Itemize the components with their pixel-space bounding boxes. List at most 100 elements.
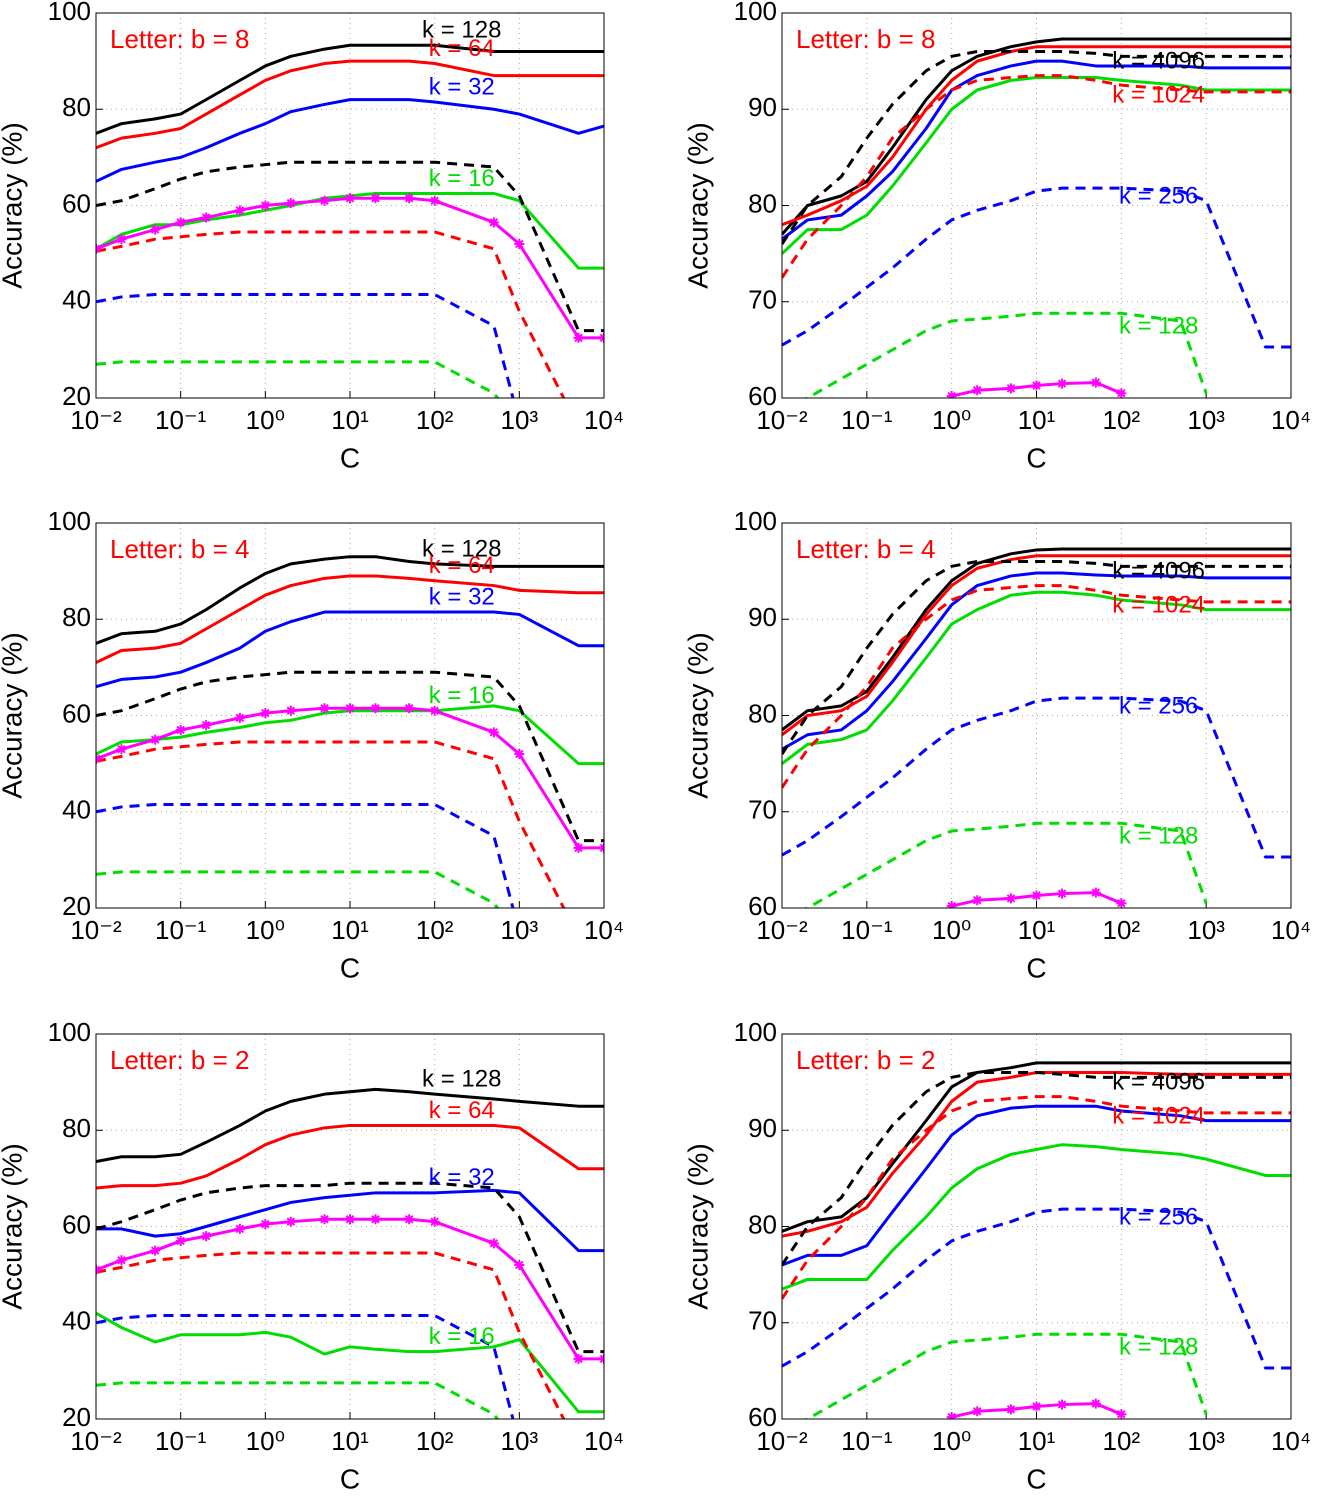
- annotation: Letter: b = 4: [110, 534, 249, 564]
- x-tick-label: 10³: [501, 915, 539, 945]
- y-tick-label: 90: [748, 92, 777, 122]
- panel: 10⁻² 10⁻¹ 10⁰ 10¹ 10² 10³ 10⁴ 60 70 80 90 100 k = 40…: [682, 506, 1311, 984]
- marker: [370, 193, 381, 204]
- series-label: k = 4096: [1112, 48, 1205, 75]
- x-tick-label: 10⁴: [584, 915, 624, 945]
- marker: [234, 712, 245, 723]
- marker: [1031, 380, 1042, 391]
- x-axis-label: C: [1026, 1463, 1046, 1494]
- marker: [1116, 388, 1127, 398]
- x-axis-label: C: [340, 952, 360, 983]
- series-line: [96, 610, 604, 689]
- series-line: [96, 870, 500, 908]
- series-label: k = 16: [429, 1323, 495, 1350]
- plot-lines: [782, 1061, 1291, 1419]
- marker: [946, 1412, 957, 1419]
- marker: [319, 703, 330, 714]
- marker: [116, 1255, 127, 1266]
- panel: 10⁻² 10⁻¹ 10⁰ 10¹ 10² 10³ 10⁴ 20 40 60 80 100 k = 12…: [0, 1017, 624, 1495]
- plot-lines: [782, 37, 1291, 398]
- annotation: Letter: b = 4: [796, 534, 935, 564]
- x-tick-label: 10⁴: [584, 1426, 624, 1456]
- marker: [285, 705, 296, 716]
- series-line: [782, 584, 1291, 789]
- series-label: k = 128: [422, 535, 501, 562]
- marker: [116, 744, 127, 755]
- y-tick-label: 80: [62, 92, 91, 122]
- x-tick-label: 10³: [1187, 405, 1225, 435]
- marker: [1005, 1404, 1016, 1415]
- plot-lines: [782, 547, 1291, 908]
- marker: [175, 724, 186, 735]
- y-tick-label: 80: [62, 1113, 91, 1143]
- x-tick-label: 10⁰: [932, 915, 971, 945]
- marker: [1031, 1401, 1042, 1412]
- y-tick-label: 80: [62, 602, 91, 632]
- x-tick-label: 10⁻²: [70, 1426, 122, 1456]
- marker: [150, 1245, 161, 1256]
- x-tick-label: 10⁻¹: [155, 405, 207, 435]
- x-tick-label: 10⁰: [246, 915, 285, 945]
- series-label: k = 32: [429, 73, 495, 100]
- y-tick-label: 60: [62, 188, 91, 218]
- marker: [514, 239, 525, 249]
- y-axis-label: Accuracy (%): [0, 1143, 27, 1309]
- series-label: k = 128: [422, 17, 501, 44]
- series-label: k = 128: [422, 1066, 501, 1093]
- marker: [573, 332, 584, 343]
- x-tick-label: 10⁴: [584, 405, 624, 435]
- marker: [345, 1214, 355, 1225]
- marker: [1031, 890, 1042, 901]
- y-tick-label: 100: [48, 0, 91, 26]
- x-axis-label: C: [340, 442, 360, 473]
- marker: [319, 1214, 330, 1225]
- series-line: [803, 1332, 1208, 1419]
- x-tick-label: 10⁴: [1271, 405, 1311, 435]
- marker: [150, 734, 161, 745]
- y-tick-label: 80: [748, 1209, 777, 1239]
- series-line: [96, 1188, 604, 1253]
- series-line: [96, 555, 604, 645]
- x-tick-label: 10¹: [1018, 1426, 1056, 1456]
- axes-box: [95, 522, 605, 909]
- marker: [150, 224, 161, 235]
- series-label: k = 256: [1119, 1203, 1198, 1230]
- x-tick-label: 10⁻²: [70, 405, 122, 435]
- series-label: k = 64: [429, 1097, 495, 1124]
- plot-lines: [96, 43, 604, 398]
- x-tick-label: 10²: [416, 1426, 454, 1456]
- marker: [285, 1216, 296, 1227]
- y-tick-label: 60: [748, 891, 777, 921]
- x-tick-label: 10⁻¹: [841, 915, 893, 945]
- y-tick-label: 70: [748, 1306, 777, 1336]
- x-tick-label: 10²: [416, 405, 454, 435]
- series-line: [803, 311, 1208, 398]
- x-tick-label: 10⁻²: [756, 915, 808, 945]
- series-line: [96, 1087, 604, 1164]
- series-label: k = 64: [429, 35, 495, 62]
- marker: [319, 195, 330, 206]
- marker: [573, 1353, 584, 1364]
- x-tick-label: 10¹: [331, 1426, 369, 1456]
- series-label: k = 128: [1119, 822, 1198, 849]
- y-tick-label: 40: [62, 285, 91, 315]
- marker: [404, 703, 415, 714]
- marker: [285, 198, 296, 209]
- x-axis-label: C: [1026, 952, 1046, 983]
- series-line: [96, 574, 604, 664]
- marker: [946, 901, 957, 908]
- marker: [1116, 1409, 1127, 1419]
- y-tick-label: 60: [748, 381, 777, 411]
- marker: [175, 217, 186, 228]
- series-label: k = 1024: [1112, 591, 1205, 618]
- series-label: k = 256: [1119, 692, 1198, 719]
- y-tick-label: 20: [62, 1402, 91, 1432]
- series-label: k = 32: [429, 583, 495, 610]
- marker: [1057, 378, 1068, 389]
- series-line: [782, 75, 1291, 255]
- plot-lines: [96, 555, 604, 908]
- series-line: [782, 590, 1291, 765]
- marker: [514, 1260, 525, 1270]
- x-tick-label: 10¹: [1018, 405, 1056, 435]
- marker: [573, 842, 584, 853]
